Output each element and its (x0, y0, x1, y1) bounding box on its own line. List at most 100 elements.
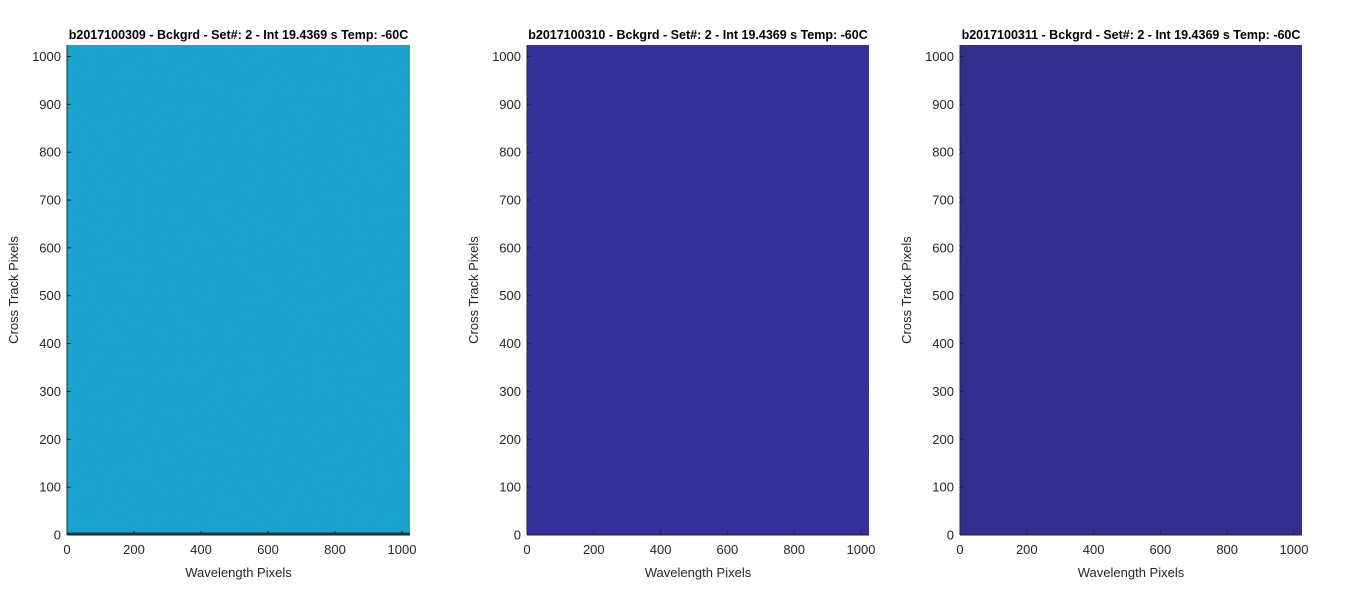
noise-speck (756, 424, 759, 426)
noise-speck (541, 69, 544, 71)
noise-speck (702, 469, 704, 471)
noise-speck (247, 393, 249, 396)
noise-speck (818, 432, 821, 434)
noise-speck (1170, 65, 1173, 67)
noise-speck (1098, 210, 1100, 212)
noise-speck (1271, 355, 1273, 357)
noise-speck (724, 331, 727, 334)
noise-speck (1141, 185, 1143, 187)
noise-speck (395, 304, 397, 306)
noise-speck (597, 272, 599, 274)
noise-speck (407, 87, 409, 89)
noise-speck (534, 131, 536, 134)
noise-speck (581, 53, 583, 56)
noise-speck (397, 252, 399, 255)
noise-speck (1125, 234, 1128, 236)
noise-speck (1151, 327, 1154, 329)
noise-speck (1038, 146, 1040, 149)
noise-speck (781, 506, 783, 508)
noise-speck (135, 471, 137, 473)
noise-speck (361, 347, 364, 349)
noise-speck (774, 65, 776, 67)
noise-speck (1103, 60, 1105, 63)
noise-speck (604, 223, 607, 225)
noise-speck (402, 376, 405, 378)
noise-speck (773, 199, 775, 201)
noise-speck (1230, 467, 1232, 469)
y-tick-label: 800 (499, 145, 521, 160)
noise-speck (154, 147, 157, 150)
noise-speck (812, 100, 814, 102)
noise-speck (135, 418, 137, 421)
noise-speck (661, 438, 664, 441)
noise-speck (95, 181, 97, 183)
noise-speck (289, 349, 292, 351)
noise-speck (1004, 304, 1006, 306)
noise-speck (315, 357, 317, 359)
noise-speck (1236, 318, 1239, 320)
noise-speck (341, 501, 343, 503)
noise-speck (181, 255, 184, 257)
noise-speck (350, 448, 352, 450)
noise-speck (1154, 201, 1157, 203)
noise-speck (539, 72, 541, 74)
noise-speck (257, 229, 259, 232)
noise-speck (1207, 520, 1210, 523)
noise-speck (1171, 440, 1173, 443)
noise-speck (192, 156, 194, 159)
noise-speck (145, 102, 148, 105)
noise-speck (1133, 205, 1136, 208)
noise-speck (758, 436, 760, 439)
noise-speck (245, 263, 247, 265)
noise-speck (163, 515, 165, 518)
noise-speck (551, 197, 553, 200)
noise-speck (96, 238, 99, 241)
noise-speck (355, 146, 357, 148)
noise-speck (1094, 50, 1097, 52)
noise-speck (328, 427, 330, 429)
noise-speck (250, 339, 253, 342)
noise-speck (1223, 74, 1226, 76)
noise-speck (739, 362, 742, 364)
noise-speck (1232, 167, 1234, 169)
noise-speck (620, 322, 623, 325)
noise-speck (578, 348, 580, 350)
noise-speck (618, 162, 620, 164)
noise-speck (593, 502, 596, 504)
noise-speck (288, 360, 290, 363)
noise-speck (791, 178, 793, 181)
noise-speck (139, 470, 142, 472)
noise-speck (1025, 282, 1028, 284)
noise-speck (1071, 491, 1074, 493)
noise-speck (765, 322, 767, 324)
noise-speck (1136, 74, 1138, 77)
noise-speck (109, 385, 111, 387)
noise-speck (303, 109, 305, 112)
noise-speck (116, 337, 119, 339)
noise-speck (754, 216, 756, 219)
noise-speck (260, 365, 262, 367)
noise-speck (343, 302, 346, 304)
noise-speck (120, 269, 122, 271)
noise-speck (566, 213, 569, 216)
noise-speck (1159, 60, 1162, 62)
noise-speck (83, 139, 86, 141)
noise-speck (980, 221, 982, 224)
noise-speck (1186, 228, 1189, 230)
noise-speck (1040, 241, 1042, 244)
noise-speck (257, 387, 259, 390)
noise-speck (350, 178, 353, 181)
noise-speck (179, 477, 181, 480)
noise-speck (1000, 406, 1002, 408)
noise-speck (162, 490, 164, 492)
heatmap-noise (527, 45, 869, 534)
noise-speck (1165, 382, 1167, 384)
noise-speck (752, 515, 755, 517)
noise-speck (405, 162, 408, 164)
noise-speck (622, 395, 624, 398)
noise-speck (1227, 296, 1230, 298)
noise-speck (197, 379, 199, 381)
noise-speck (1213, 406, 1216, 409)
noise-speck (551, 191, 553, 194)
noise-speck (1213, 73, 1215, 76)
